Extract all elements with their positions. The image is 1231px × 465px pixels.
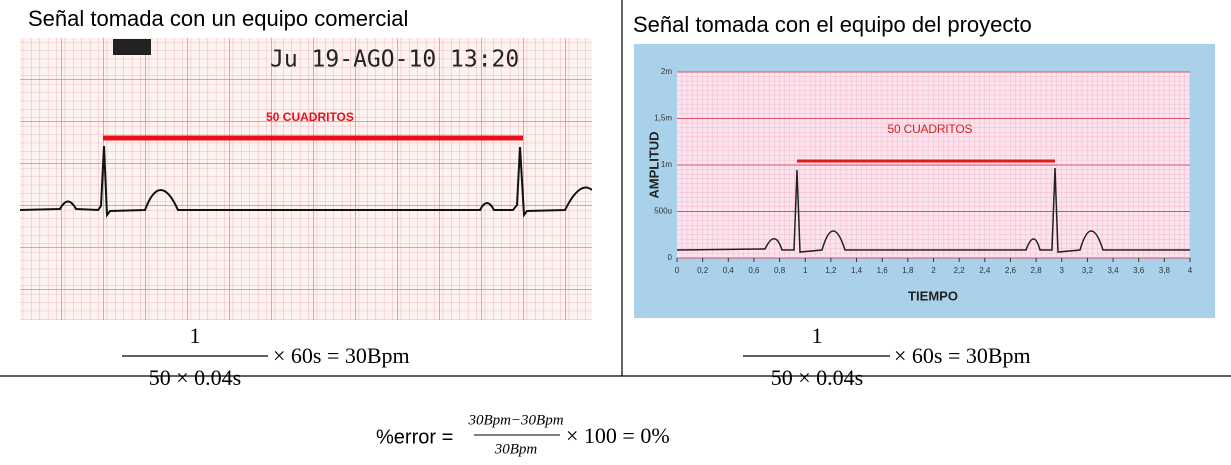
x-tick-label: 3,4 [1107, 266, 1119, 275]
formula: 1 50 × 0.04s × 60s = 30Bpm [743, 323, 1031, 390]
x-tick-label: 1,6 [877, 266, 889, 275]
x-tick-label: 2,8 [1031, 266, 1043, 275]
x-tick-label: 3,6 [1133, 266, 1145, 275]
x-tick-label: 2,6 [1005, 266, 1017, 275]
formula: 1 50 × 0.04s × 60s = 30Bpm [122, 323, 410, 390]
error-formula: %error = 30Bpm−30Bpm 30Bpm × 100 = 0% [376, 412, 670, 457]
x-tick-label: 0,2 [697, 266, 709, 275]
x-tick-label: 4 [1188, 266, 1193, 275]
y-axis-label: AMPLITUD [646, 131, 661, 198]
annotation: 50 CUADRITOS [888, 122, 973, 136]
ecg-strip: Ju 19-AGO-10 13:20 50 CUADRITOS [20, 38, 592, 320]
denominator: 50 × 0.04s [771, 365, 863, 390]
x-tick-label: 3,8 [1159, 266, 1171, 275]
x-axis-label: TIEMPO [908, 288, 958, 303]
x-tick-label: 1,8 [902, 266, 914, 275]
panel-title: Señal tomada con el equipo del proyecto [633, 12, 1032, 37]
formula-rest: × 100 = 0% [566, 423, 670, 448]
formula-rest: × 60s = 30Bpm [273, 343, 410, 368]
timestamp: Ju 19-AGO-10 13:20 [270, 47, 519, 73]
denominator: 50 × 0.04s [149, 365, 241, 390]
formula-lhs: %error = [376, 426, 453, 448]
numerator: 30Bpm−30Bpm [467, 412, 563, 428]
x-tick-label: 1,4 [851, 266, 863, 275]
annotation: 50 CUADRITOS [266, 110, 354, 124]
x-tick-label: 1,2 [825, 266, 837, 275]
x-tick-label: 3 [1060, 266, 1065, 275]
x-tick-label: 0,6 [748, 266, 760, 275]
x-tick-label: 1 [803, 266, 808, 275]
y-tick-label: 1,5m [654, 114, 672, 123]
x-tick-label: 2 [931, 266, 936, 275]
y-tick-label: 1m [661, 160, 672, 169]
y-tick-label: 0 [668, 253, 673, 262]
numerator: 1 [190, 323, 201, 348]
x-tick-label: 0,8 [774, 266, 786, 275]
denominator: 30Bpm [494, 441, 538, 457]
panel-title: Señal tomada con un equipo comercial [28, 6, 408, 31]
x-tick-label: 0 [675, 266, 680, 275]
x-tick-label: 2,4 [979, 266, 991, 275]
x-tick-label: 0,4 [723, 266, 735, 275]
x-tick-label: 3,2 [1082, 266, 1094, 275]
y-tick-label: 2m [661, 67, 672, 76]
formula-rest: × 60s = 30Bpm [894, 343, 1031, 368]
y-tick-label: 500u [654, 207, 672, 216]
numerator: 1 [812, 323, 823, 348]
x-tick-label: 2,2 [954, 266, 966, 275]
page: Señal tomada con un equipo comercial Ju … [0, 0, 1231, 465]
